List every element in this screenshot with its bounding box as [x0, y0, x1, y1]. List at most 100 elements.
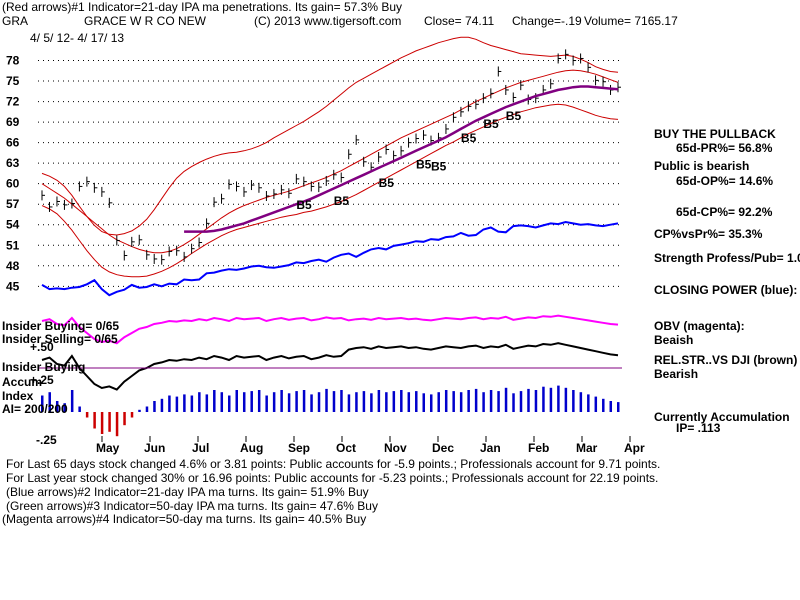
accum-bar-63 [512, 393, 515, 412]
closing-power-path [41, 220, 619, 297]
accum-bar-18 [175, 396, 179, 412]
accumulation-bars [41, 385, 620, 437]
accum-bar-41 [347, 394, 351, 412]
y-tick-label-3: 54 [6, 218, 20, 232]
signal-label-4: B5 [461, 131, 477, 145]
accum-bar-50 [415, 391, 418, 412]
accum-bar-15 [153, 401, 156, 412]
accum-bar-47 [392, 391, 396, 412]
insider-selling: Insider Selling= 0/65 [2, 332, 118, 346]
accum-bar-29 [257, 390, 261, 412]
accum-bar-32 [280, 390, 283, 412]
accum-bar-37 [317, 392, 321, 412]
accum-bar-53 [437, 392, 440, 412]
accum-bar-56 [459, 392, 463, 412]
accum-bar-33 [287, 393, 291, 412]
accum-tick-1: +.25 [30, 373, 54, 387]
date-range: 4/ 5/ 12- 4/ 17/ 13 [30, 31, 125, 45]
month-label-nov: Nov [384, 441, 407, 455]
accum-bar-13 [138, 409, 141, 412]
accum-bar-76 [609, 401, 613, 412]
month-label-may: May [96, 441, 120, 455]
month-label-oct: Oct [336, 441, 356, 455]
accum-bar-74 [594, 396, 598, 412]
signal-label-0: B5 [296, 198, 312, 212]
accumulation-label: Currently Accumulation [654, 410, 790, 424]
accum-bar-49 [407, 392, 411, 412]
upper-band-line [41, 36, 619, 236]
signal-label-3: B5 [431, 160, 447, 174]
accum-bar-30 [265, 395, 268, 412]
pr-value: 65d-PR%= 56.8% [676, 141, 773, 155]
accum-bar-66 [534, 390, 538, 412]
accum-bar-23 [213, 390, 216, 412]
change-value: Change=-.19 [512, 14, 582, 28]
month-label-jan: Jan [480, 441, 501, 455]
accum-bar-64 [519, 391, 523, 412]
accum-bar-45 [377, 390, 381, 412]
public-bearish-label: Public is bearish [654, 159, 750, 173]
month-label-dec: Dec [432, 441, 454, 455]
signal-label-7: B5 [416, 158, 432, 172]
accum-bar-67 [542, 386, 545, 412]
accum-bar-10 [115, 412, 119, 437]
accum-bar-48 [400, 390, 403, 412]
accum-tick-0: +.50 [30, 340, 54, 354]
accum-bar-8 [100, 412, 104, 434]
closing-power-label: CLOSING POWER (blue): [654, 283, 798, 297]
signal-label-5: B5 [483, 117, 499, 131]
footer-line-2: For Last year stock changed 30% or 16.96… [6, 471, 659, 485]
y-tick-label-9: 72 [6, 95, 20, 109]
y-tick-label-4: 57 [6, 197, 20, 211]
y-tick-label-10: 75 [6, 74, 20, 88]
accum-bar-58 [474, 388, 478, 412]
lower-band-line [41, 103, 619, 278]
buy-pullback-label: BUY THE PULLBACK [654, 127, 776, 141]
cp-vs-pr-value: CP%vsPr%= 35.3% [654, 227, 763, 241]
y-tick-label-11: 78 [6, 54, 20, 68]
signal-label-1: B5 [334, 194, 350, 208]
accum-bar-68 [549, 387, 553, 412]
accum-bar-17 [168, 395, 171, 412]
accum-bar-2 [55, 401, 59, 412]
accum-bar-20 [190, 395, 194, 412]
accum-bar-54 [444, 390, 448, 412]
price-bands [41, 36, 619, 278]
month-label-apr: Apr [624, 441, 645, 455]
accum-bar-22 [205, 394, 209, 412]
accum-bar-39 [332, 391, 336, 412]
x-axis-labels: May Jun Jul Aug Sep Oct Nov Dec Jan Feb Mar Apr [96, 436, 645, 455]
accum-bar-35 [302, 390, 306, 412]
accum-bar-73 [587, 394, 590, 412]
accum-bar-16 [160, 398, 164, 412]
obv-label: OBV (magenta): [654, 319, 745, 333]
accum-bar-44 [370, 393, 373, 412]
obv-path [41, 314, 619, 345]
cp-value: 65d-CP%= 92.2% [676, 205, 773, 219]
month-label-feb: Feb [528, 441, 549, 455]
accum-bar-40 [340, 390, 343, 412]
accum-bar-19 [183, 394, 186, 412]
y-axis-labels: 45 48 51 54 57 60 63 66 69 72 75 78 +.50 +.25 -.25 [6, 54, 57, 447]
accum-tick-2: -.25 [36, 433, 57, 447]
accum-bar-4 [70, 390, 74, 412]
accum-bar-21 [198, 392, 201, 412]
moving-average-line [184, 85, 619, 233]
month-label-jul: Jul [192, 441, 209, 455]
rel-str-path [41, 342, 619, 391]
accum-bar-71 [572, 390, 575, 412]
grid-lines [38, 60, 622, 287]
accum-bar-59 [482, 392, 485, 412]
rel-str-status: Bearish [654, 367, 699, 381]
ip-value: IP= .113 [676, 421, 721, 435]
accum-bar-3 [63, 403, 66, 412]
op-value: 65d-OP%= 14.6% [676, 174, 774, 188]
month-label-mar: Mar [576, 441, 598, 455]
accum-bar-31 [272, 392, 276, 412]
accum-bar-9 [108, 412, 111, 432]
obv-status: Beaish [654, 333, 694, 347]
insider-buying: Insider Buying= 0/65 [2, 319, 120, 333]
y-tick-label-0: 45 [6, 279, 20, 293]
